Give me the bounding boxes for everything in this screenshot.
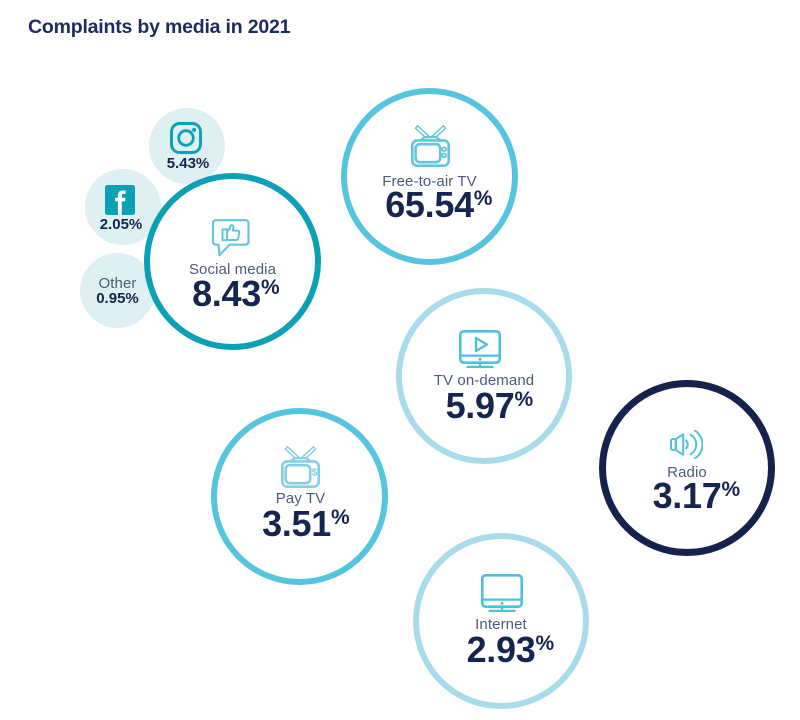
svg-text:$: $ [311,467,317,479]
